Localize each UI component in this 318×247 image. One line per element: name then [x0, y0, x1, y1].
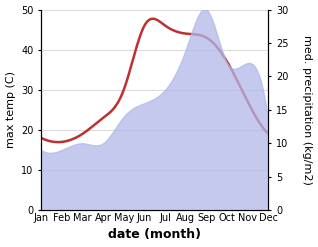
Y-axis label: med. precipitation (kg/m2): med. precipitation (kg/m2) — [302, 35, 313, 185]
Y-axis label: max temp (C): max temp (C) — [5, 71, 16, 148]
X-axis label: date (month): date (month) — [108, 228, 201, 242]
